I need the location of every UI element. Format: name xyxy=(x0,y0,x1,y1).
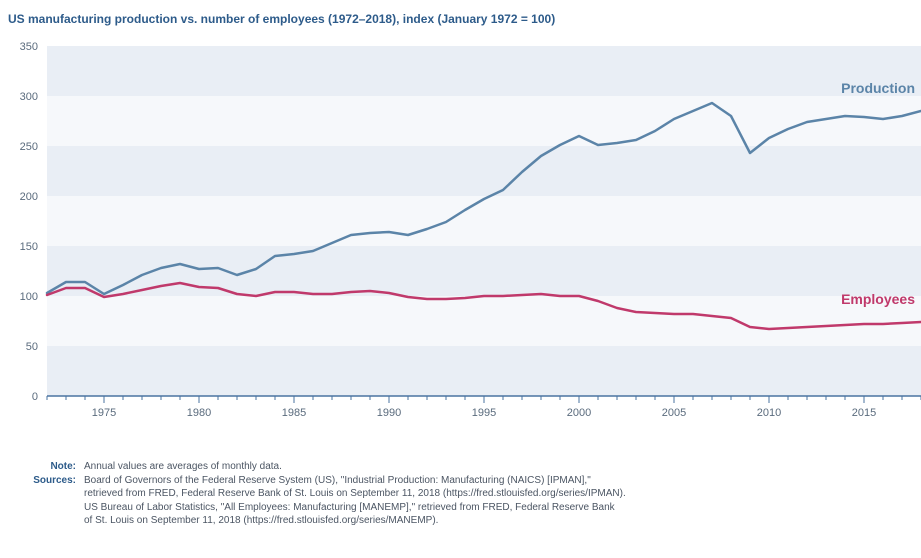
grid-band xyxy=(47,96,921,146)
grid-band xyxy=(47,346,921,396)
note-label: Note: xyxy=(50,461,76,472)
y-tick-label: 50 xyxy=(26,341,38,353)
x-tick-label: 1975 xyxy=(92,407,116,419)
x-tick-label: 2010 xyxy=(757,407,781,419)
series-lines xyxy=(45,101,921,331)
source-line: US Bureau of Labor Statistics, "All Empl… xyxy=(84,501,615,513)
grid-band xyxy=(47,196,921,246)
chart-notes: Note: Annual values are averages of mont… xyxy=(0,460,921,528)
y-tick-label: 350 xyxy=(20,41,38,53)
note-row: Note: Annual values are averages of mont… xyxy=(0,460,921,474)
series-line-employees xyxy=(45,281,921,331)
y-tick-label: 250 xyxy=(20,141,38,153)
source-line: retrieved from FRED, Federal Reserve Ban… xyxy=(84,488,626,499)
grid-band xyxy=(47,246,921,296)
grid-band xyxy=(47,46,921,96)
y-tick-label: 100 xyxy=(20,291,38,303)
y-tick-label: 200 xyxy=(20,191,38,203)
sources-text: Board of Governors of the Federal Reserv… xyxy=(84,474,921,528)
source-line: Board of Governors of the Federal Reserv… xyxy=(84,474,591,486)
source-line: of St. Louis on September 11, 2018 (http… xyxy=(84,515,439,526)
note-text: Annual values are averages of monthly da… xyxy=(84,461,282,472)
x-tick-label: 1990 xyxy=(377,407,401,419)
series-label-production: Production xyxy=(841,80,915,96)
x-tick-label: 2015 xyxy=(852,407,876,419)
series-labels: Production Employees xyxy=(841,80,915,307)
x-tick-label: 1995 xyxy=(472,407,496,419)
chart-title: US manufacturing production vs. number o… xyxy=(8,12,556,26)
x-tick-label: 2005 xyxy=(662,407,686,419)
y-tick-label: 300 xyxy=(20,91,38,103)
series-line-production xyxy=(45,101,921,296)
sources-row: Sources: Board of Governors of the Feder… xyxy=(0,474,921,528)
series-label-employees: Employees xyxy=(841,291,915,307)
x-axis: 1975 1980 1985 1990 1995 2000 2005 2010 2015 xyxy=(46,395,921,419)
grid-band xyxy=(47,296,921,346)
y-axis: 0 50 100 150 200 250 300 350 xyxy=(20,41,38,403)
sources-label: Sources: xyxy=(33,474,76,486)
y-tick-label: 150 xyxy=(20,241,38,253)
y-tick-label: 0 xyxy=(32,391,38,403)
x-tick-label: 1985 xyxy=(282,407,306,419)
x-tick-label: 2000 xyxy=(567,407,591,419)
grid-band xyxy=(47,146,921,196)
x-tick-label: 1980 xyxy=(187,407,211,419)
grid-bands xyxy=(47,46,921,396)
